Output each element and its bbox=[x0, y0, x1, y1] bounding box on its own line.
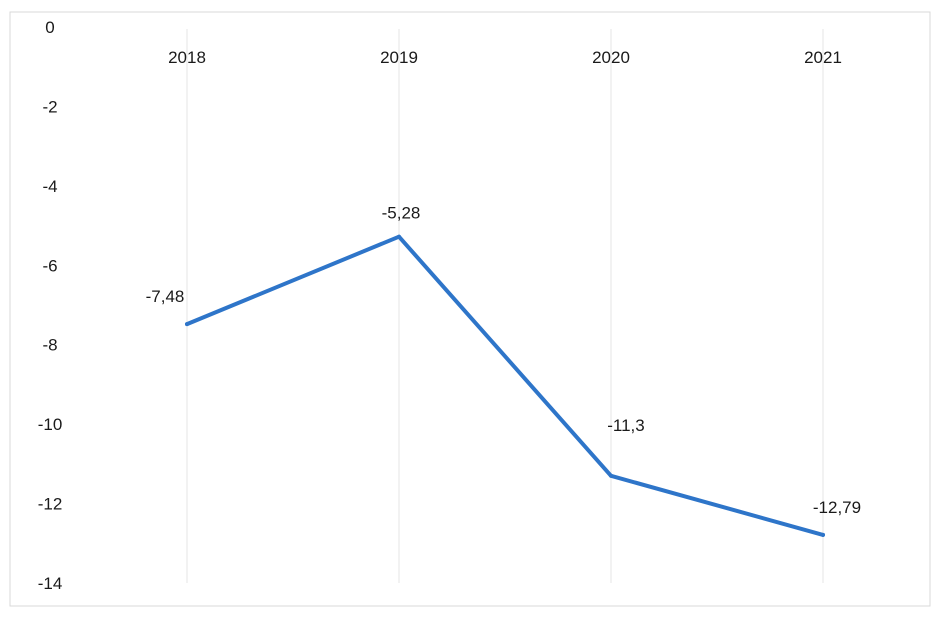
x-category-label: 2018 bbox=[168, 48, 206, 67]
data-label: -12,79 bbox=[813, 498, 861, 517]
x-axis-category-labels: 2018 2019 2020 2021 bbox=[168, 48, 842, 67]
x-category-label: 2019 bbox=[380, 48, 418, 67]
y-tick-label: -12 bbox=[38, 495, 63, 514]
data-point bbox=[185, 322, 189, 327]
data-label: -7,48 bbox=[146, 287, 185, 306]
vertical-gridlines bbox=[186, 29, 824, 583]
data-label: -5,28 bbox=[382, 204, 421, 223]
chart-frame bbox=[9, 11, 931, 607]
y-tick-label: -10 bbox=[38, 415, 63, 434]
y-tick-label: 0 bbox=[45, 18, 54, 37]
y-tick-label: -8 bbox=[42, 336, 57, 355]
data-point bbox=[609, 473, 613, 478]
data-label: -11,3 bbox=[607, 416, 645, 435]
series-line-0 bbox=[185, 234, 825, 537]
y-tick-label: -2 bbox=[42, 97, 57, 116]
series-line bbox=[185, 234, 825, 537]
chart-border bbox=[9, 11, 931, 607]
data-point bbox=[397, 234, 401, 239]
y-tick-label: -4 bbox=[42, 177, 57, 196]
x-category-label: 2020 bbox=[592, 48, 630, 67]
y-axis-tick-labels: 0 -2 -4 -6 -8 -10 -12 -14 bbox=[38, 18, 63, 593]
data-point bbox=[821, 532, 825, 537]
y-tick-label: -6 bbox=[42, 256, 57, 275]
y-tick-label: -14 bbox=[38, 574, 63, 593]
data-labels: -7,48 -5,28 -11,3 -12,79 bbox=[146, 204, 861, 517]
x-category-label: 2021 bbox=[804, 48, 842, 67]
